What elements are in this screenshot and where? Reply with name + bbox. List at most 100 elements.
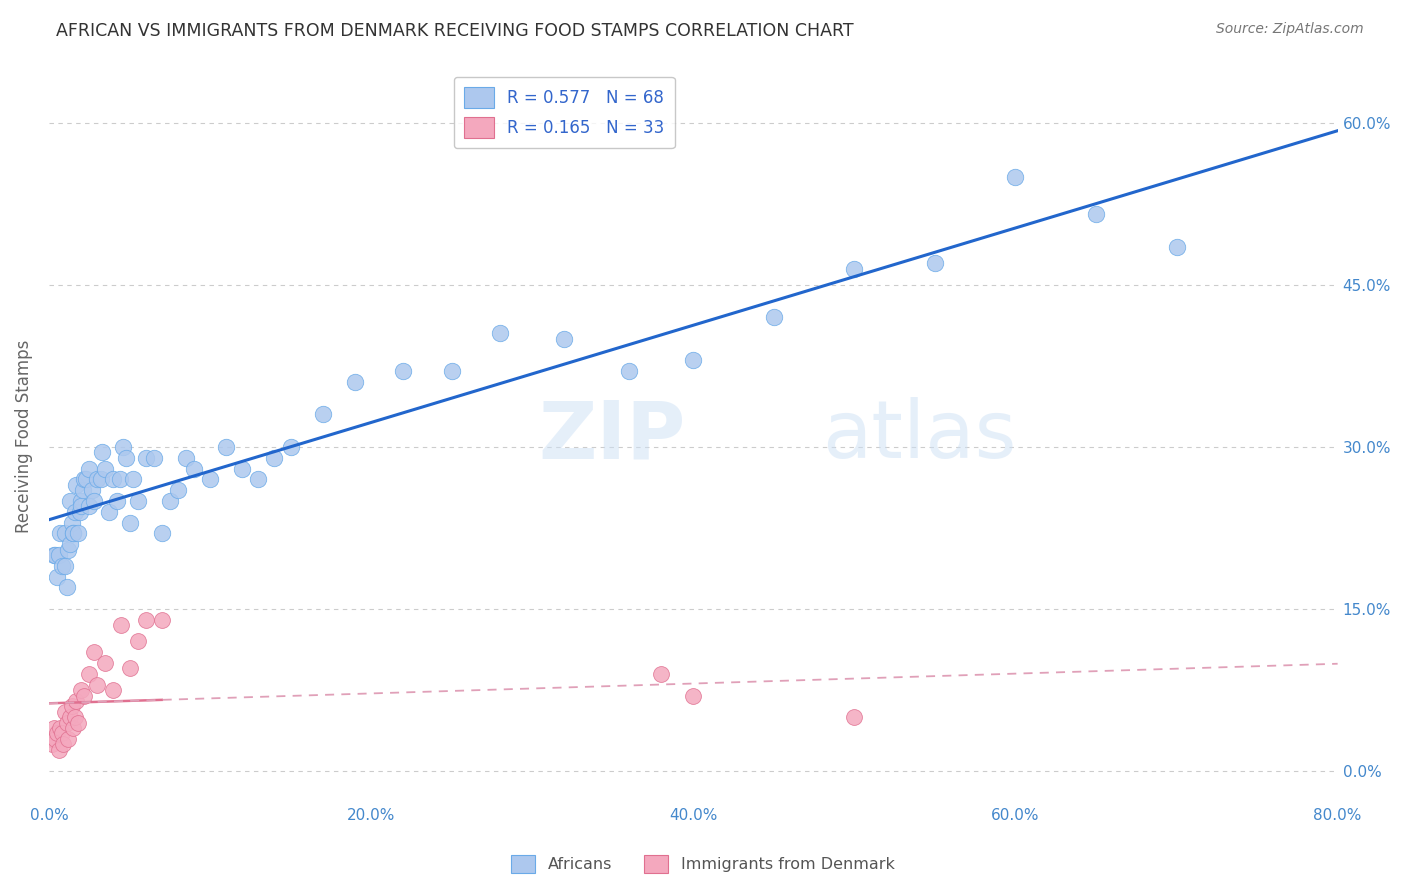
Point [62,526,84,541]
Point [344,375,367,389]
Point [94,461,117,475]
Point [69,505,91,519]
Point [48,742,70,756]
Point [115,450,138,465]
Point [142,450,165,465]
Point [1004,169,1026,184]
Point [312,408,335,422]
Point [121,472,143,486]
Point [682,689,704,703]
Point [198,472,221,486]
Point [42,721,65,735]
Point [166,483,188,497]
Legend: Africans, Immigrants from Denmark: Africans, Immigrants from Denmark [505,848,901,880]
Point [51,726,73,740]
Point [231,461,253,475]
Point [159,494,181,508]
Point [44,731,66,746]
Point [77,461,100,475]
Point [392,364,415,378]
Point [55,715,77,730]
Point [440,364,463,378]
Point [762,310,785,325]
Point [72,483,94,497]
Point [82,483,104,497]
Point [83,494,105,508]
Point [53,705,76,719]
Point [58,731,80,746]
Point [91,445,114,459]
Point [39,731,62,746]
Point [844,261,866,276]
Point [73,689,96,703]
Point [48,548,70,562]
Point [127,634,149,648]
Point [77,500,100,514]
Point [650,666,672,681]
Point [53,558,76,573]
Point [86,678,108,692]
Point [63,710,86,724]
Point [62,526,84,541]
Point [247,472,270,486]
Point [59,710,82,724]
Point [135,450,157,465]
Point [75,472,97,486]
Point [924,256,946,270]
Point [103,472,125,486]
Point [51,558,73,573]
Point [183,461,205,475]
Point [52,737,75,751]
Point [63,505,86,519]
Point [150,613,173,627]
Point [65,694,87,708]
Point [89,472,111,486]
Point [489,326,512,341]
Point [66,715,89,730]
Point [73,472,96,486]
Point [59,537,82,551]
Point [70,500,93,514]
Point [86,472,108,486]
Point [60,699,83,714]
Text: AFRICAN VS IMMIGRANTS FROM DENMARK RECEIVING FOOD STAMPS CORRELATION CHART: AFRICAN VS IMMIGRANTS FROM DENMARK RECEI… [56,22,853,40]
Point [83,645,105,659]
Point [53,526,76,541]
Text: ZIP: ZIP [538,397,686,475]
Point [174,450,197,465]
Point [77,666,100,681]
Point [263,450,285,465]
Point [1166,240,1188,254]
Point [110,618,132,632]
Point [135,613,157,627]
Y-axis label: Receiving Food Stamps: Receiving Food Stamps [15,339,32,533]
Point [112,440,135,454]
Point [108,472,131,486]
Text: Source: ZipAtlas.com: Source: ZipAtlas.com [1216,22,1364,37]
Point [1085,207,1108,221]
Point [97,505,120,519]
Legend: R = 0.577   N = 68, R = 0.165   N = 33: R = 0.577 N = 68, R = 0.165 N = 33 [454,77,675,148]
Point [215,440,238,454]
Point [62,721,84,735]
Point [682,353,704,368]
Point [105,494,128,508]
Point [46,569,69,583]
Point [49,526,72,541]
Point [280,440,302,454]
Point [65,477,87,491]
Point [118,661,141,675]
Point [103,683,125,698]
Point [49,721,72,735]
Point [59,494,82,508]
Point [94,656,117,670]
Point [150,526,173,541]
Point [41,737,63,751]
Point [127,494,149,508]
Point [118,516,141,530]
Point [66,526,89,541]
Point [553,332,575,346]
Point [60,516,83,530]
Point [70,494,93,508]
Point [70,683,93,698]
